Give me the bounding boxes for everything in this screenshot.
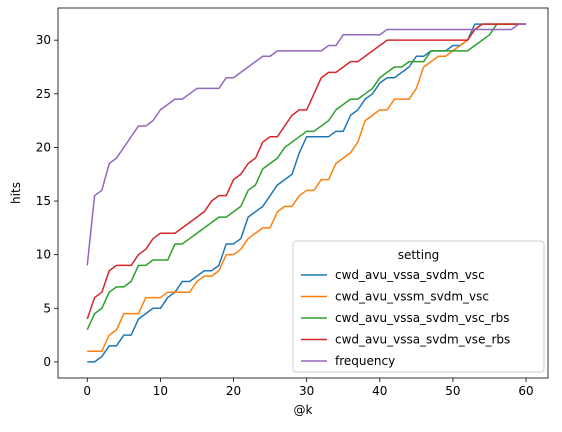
y-tick-label: 5 <box>43 301 51 315</box>
legend-label-1: cwd_avu_vssa_svdm_vsc <box>335 268 485 282</box>
x-tick-label: 40 <box>372 384 387 398</box>
legend-label-4: cwd_avu_vssa_svdm_vse_rbs <box>335 333 510 347</box>
series-line-4 <box>86 23 527 320</box>
legend-items: cwd_avu_vssa_svdm_vsc cwd_avu_vssm_svdm_v… <box>301 268 510 368</box>
y-tick-label: 0 <box>43 355 51 369</box>
plot-frame <box>57 7 549 379</box>
x-tick-label: 30 <box>299 384 314 398</box>
series-line-1 <box>87 23 527 363</box>
y-tick-label: 15 <box>36 194 51 208</box>
y-tick-label: 20 <box>36 140 51 154</box>
y-axis-label: hits <box>9 182 23 204</box>
x-axis-label: @k <box>294 403 313 417</box>
x-tick-label: 60 <box>518 384 533 398</box>
legend-label-5: frequency <box>335 354 395 368</box>
legend-box <box>292 240 545 373</box>
legend-label-3: cwd_avu_vssa_svdm_vsc_rbs <box>335 311 509 325</box>
y-tick-label: 25 <box>36 87 51 101</box>
series-line-3 <box>86 23 527 331</box>
x-tick-label: 0 <box>83 384 91 398</box>
legend: setting cwd_avu_vssa_svdm_vsccwd_avu_vss… <box>292 240 545 373</box>
series-line-5 <box>86 23 527 266</box>
series-layer <box>86 23 527 363</box>
x-tick-label: 10 <box>153 384 168 398</box>
legend-title: setting <box>398 248 440 262</box>
legend-label-2: cwd_avu_vssm_svdm_vsc <box>335 290 489 304</box>
x-tick-label: 20 <box>226 384 241 398</box>
x-tick-label: 50 <box>445 384 460 398</box>
x-axis: 0 10 20 30 40 50 60 <box>83 378 534 398</box>
y-tick-label: 30 <box>36 33 51 47</box>
y-axis: 0 5 10 15 20 25 30 <box>36 33 58 369</box>
y-tick-label: 10 <box>36 248 51 262</box>
